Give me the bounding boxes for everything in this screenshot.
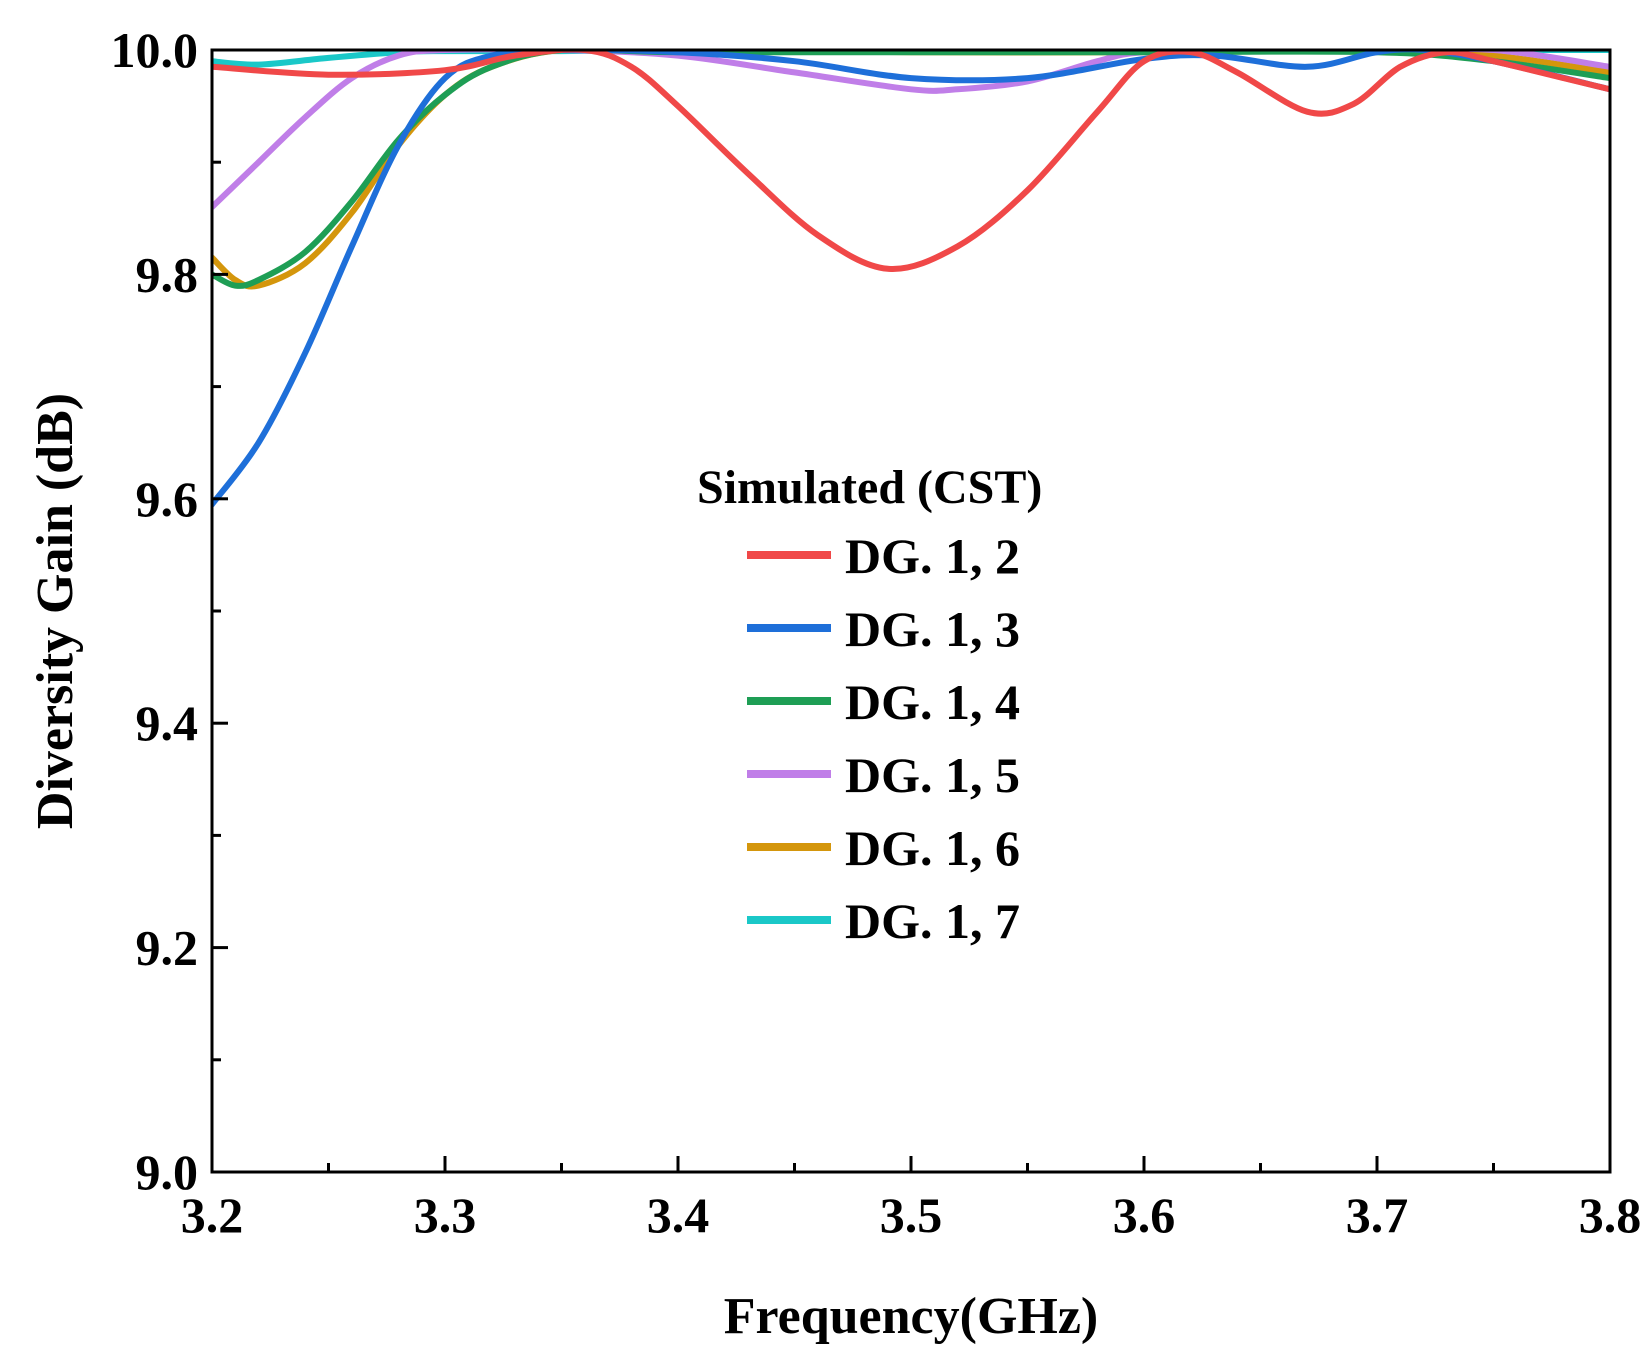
legend-label-dg-1-3: DG. 1, 3 bbox=[845, 601, 1020, 657]
y-tick-label: 9.0 bbox=[136, 1144, 199, 1200]
x-tick-label: 3.3 bbox=[414, 1187, 477, 1243]
legend-label-dg-1-4: DG. 1, 4 bbox=[845, 674, 1020, 730]
y-tick-label: 9.6 bbox=[136, 471, 199, 527]
x-tick-label: 3.7 bbox=[1346, 1187, 1409, 1243]
series-line-dg-1-5 bbox=[212, 50, 1610, 211]
legend-label-dg-1-7: DG. 1, 7 bbox=[845, 893, 1020, 949]
y-tick-label: 9.4 bbox=[136, 695, 199, 751]
x-axis-title: Frequency(GHz) bbox=[724, 1288, 1099, 1345]
y-tick-label: 9.2 bbox=[136, 920, 199, 976]
legend-items: DG. 1, 2 DG. 1, 3 DG. 1, 4 DG. 1, 5 DG. 1, 6… bbox=[747, 528, 1020, 949]
legend: Simulated (CST) DG. 1, 2 DG. 1, 3 DG. 1, 4… bbox=[697, 461, 1042, 949]
x-tick-label: 3.4 bbox=[647, 1187, 710, 1243]
series-line-dg-1-3 bbox=[212, 50, 1610, 508]
axis-ticks bbox=[210, 48, 1612, 1174]
legend-label-dg-1-2: DG. 1, 2 bbox=[845, 528, 1020, 584]
legend-label-dg-1-6: DG. 1, 6 bbox=[845, 820, 1020, 876]
series-line-dg-1-7 bbox=[212, 50, 1610, 68]
series-line-dg-1-6 bbox=[212, 50, 1610, 290]
series-line-dg-1-2 bbox=[212, 50, 1610, 272]
x-tick-label: 3.6 bbox=[1113, 1187, 1176, 1243]
x-tick-label: 3.2 bbox=[181, 1187, 244, 1243]
series-line-dg-1-4 bbox=[212, 50, 1610, 289]
x-tick-label: 3.5 bbox=[880, 1187, 943, 1243]
y-tick-label: 9.8 bbox=[136, 246, 199, 302]
tick-labels: 3.2 3.3 3.4 3.5 3.6 3.7 3.8 9.0 9.2 9.4 9.6 9.8 10.0 bbox=[111, 22, 1642, 1243]
legend-label-dg-1-5: DG. 1, 5 bbox=[845, 747, 1020, 803]
y-axis-title: Diversity Gain (dB) bbox=[27, 393, 84, 829]
y-tick-label: 10.0 bbox=[111, 22, 199, 78]
x-tick-label: 3.8 bbox=[1579, 1187, 1642, 1243]
series-layer bbox=[212, 50, 1610, 508]
legend-title: Simulated (CST) bbox=[697, 461, 1042, 514]
